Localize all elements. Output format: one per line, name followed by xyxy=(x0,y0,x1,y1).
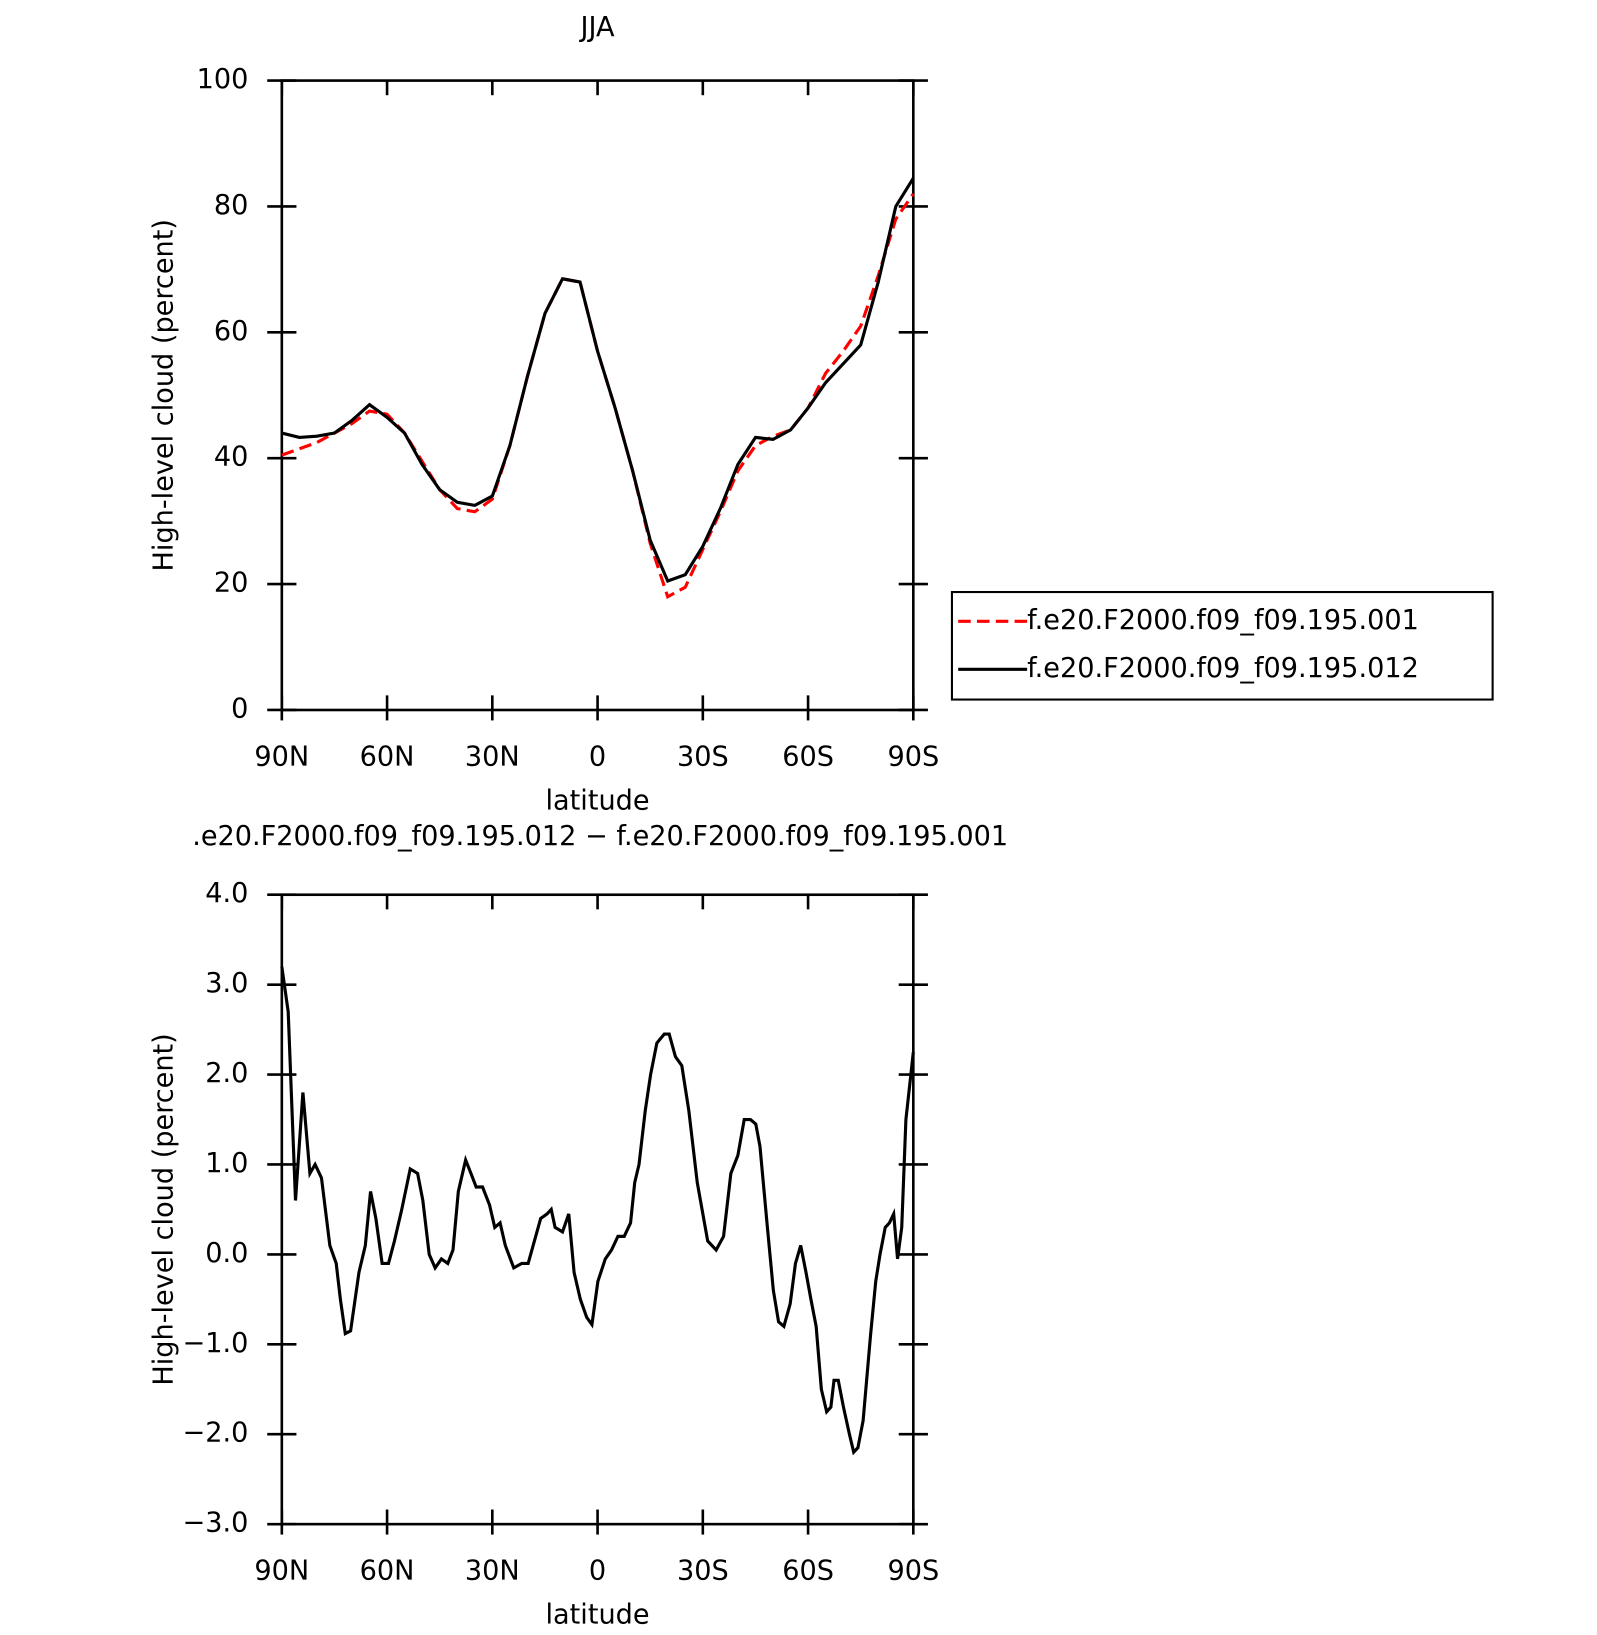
x-tick-label: 90S xyxy=(887,1556,939,1587)
x-tick-label: 30N xyxy=(465,1556,520,1587)
x-axis-label: latitude xyxy=(546,1600,650,1631)
x-tick-label: 90N xyxy=(254,742,309,773)
y-tick-label: 2.0 xyxy=(205,1058,248,1089)
x-tick-label: 30S xyxy=(677,1556,729,1587)
legend-label: f.e20.F2000.f09_f09.195.001 xyxy=(1027,605,1419,636)
plot-frame xyxy=(280,893,915,1526)
y-tick-label: 60 xyxy=(214,316,249,347)
data-line xyxy=(280,966,915,1456)
y-tick-label: 40 xyxy=(214,442,249,473)
y-tick-label: 0.0 xyxy=(205,1238,248,1269)
chart-title: JJA xyxy=(579,12,616,43)
x-tick-label: 30S xyxy=(677,742,729,773)
y-tick-label: 4.0 xyxy=(205,878,248,909)
y-tick-label: 100 xyxy=(197,64,249,95)
plot-frame xyxy=(280,79,915,712)
y-tick-label: 0 xyxy=(231,693,248,724)
x-tick-label: 60N xyxy=(360,742,415,773)
x-tick-label: 0 xyxy=(589,742,606,773)
x-tick-label: 0 xyxy=(589,1556,606,1587)
legend-box xyxy=(950,590,1494,701)
chart-title: .e20.F2000.f09_f09.195.012 − f.e20.F2000… xyxy=(192,821,1008,852)
x-tick-label: 30N xyxy=(465,742,520,773)
x-tick-label: 60S xyxy=(782,1556,834,1587)
y-tick-label: −3.0 xyxy=(183,1508,249,1539)
y-tick-label: −2.0 xyxy=(183,1418,249,1449)
y-tick-label: 1.0 xyxy=(205,1148,248,1179)
y-axis-label: High-level cloud (percent) xyxy=(148,219,179,571)
x-tick-label: 90S xyxy=(887,742,939,773)
x-tick-label: 60S xyxy=(782,742,834,773)
y-tick-label: 3.0 xyxy=(205,968,248,999)
x-tick-label: 60N xyxy=(360,1556,415,1587)
data-line xyxy=(281,177,915,583)
y-tick-label: 80 xyxy=(214,190,249,221)
y-axis-label: High-level cloud (percent) xyxy=(148,1033,179,1385)
legend-label: f.e20.F2000.f09_f09.195.012 xyxy=(1027,653,1419,684)
y-tick-label: 20 xyxy=(214,568,249,599)
y-tick-label: −1.0 xyxy=(183,1328,249,1359)
x-tick-label: 90N xyxy=(254,1556,309,1587)
x-axis-label: latitude xyxy=(546,785,650,816)
